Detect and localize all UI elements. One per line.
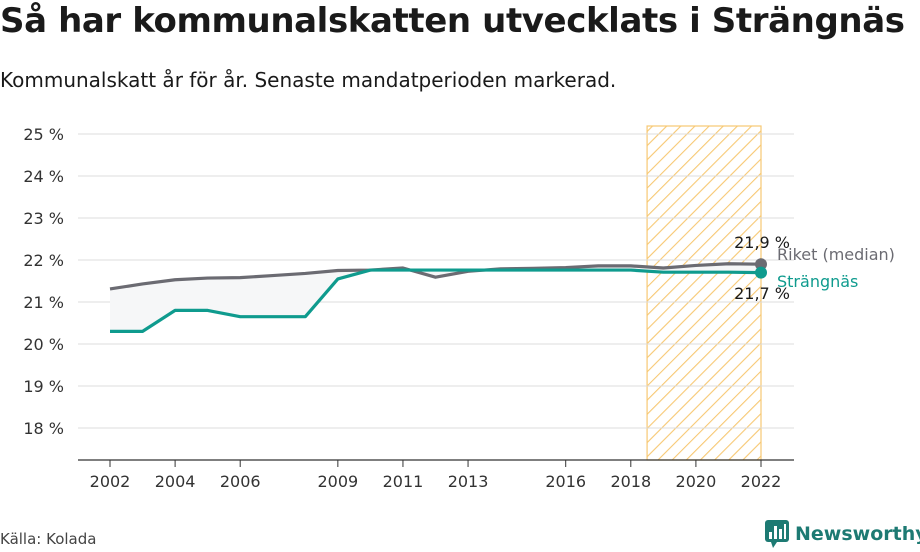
y-tick-label: 20 % — [23, 335, 64, 354]
y-tick-label: 23 % — [23, 209, 64, 228]
strangnas-end-value: 21,7 % — [734, 284, 790, 303]
source-note: Källa: Kolada — [0, 530, 97, 548]
y-tick-label: 19 % — [23, 377, 64, 396]
y-tick-label: 22 % — [23, 251, 64, 270]
x-tick-label: 2011 — [383, 472, 424, 491]
x-tick-label: 2013 — [448, 472, 489, 491]
x-tick-label: 2022 — [741, 472, 782, 491]
x-tick-label: 2002 — [90, 472, 131, 491]
y-tick-label: 18 % — [23, 419, 64, 438]
brand-name: Newsworthy — [795, 523, 920, 545]
riket-end-point — [755, 258, 767, 271]
x-tick-label: 2016 — [545, 472, 586, 491]
chart-subtitle: Kommunalskatt år för år. Senaste mandatp… — [0, 68, 617, 92]
x-tick-label: 2018 — [610, 472, 651, 491]
riket-end-value: 21,9 % — [734, 233, 790, 252]
y-tick-label: 21 % — [23, 293, 64, 312]
chart-title: Så har kommunalskatten utvecklats i Strä… — [0, 1, 905, 41]
riket-line — [109, 262, 762, 291]
strangnas-line — [110, 268, 762, 333]
strangnas-end-point — [755, 266, 767, 279]
y-tick-label: 25 % — [23, 125, 64, 144]
x-tick-label: 2009 — [317, 472, 358, 491]
x-tick-label: 2020 — [676, 472, 717, 491]
newsworthy-logo-icon — [765, 520, 789, 548]
brand-logo[interactable]: Newsworthy — [765, 520, 920, 548]
y-tick-label: 24 % — [23, 167, 64, 186]
difference-area — [110, 263, 761, 332]
x-tick-label: 2004 — [155, 472, 196, 491]
x-tick-label: 2006 — [220, 472, 261, 491]
riket-series-label: Riket (median) — [777, 245, 895, 264]
strangnas-series-label: Strängnäs — [777, 272, 858, 291]
